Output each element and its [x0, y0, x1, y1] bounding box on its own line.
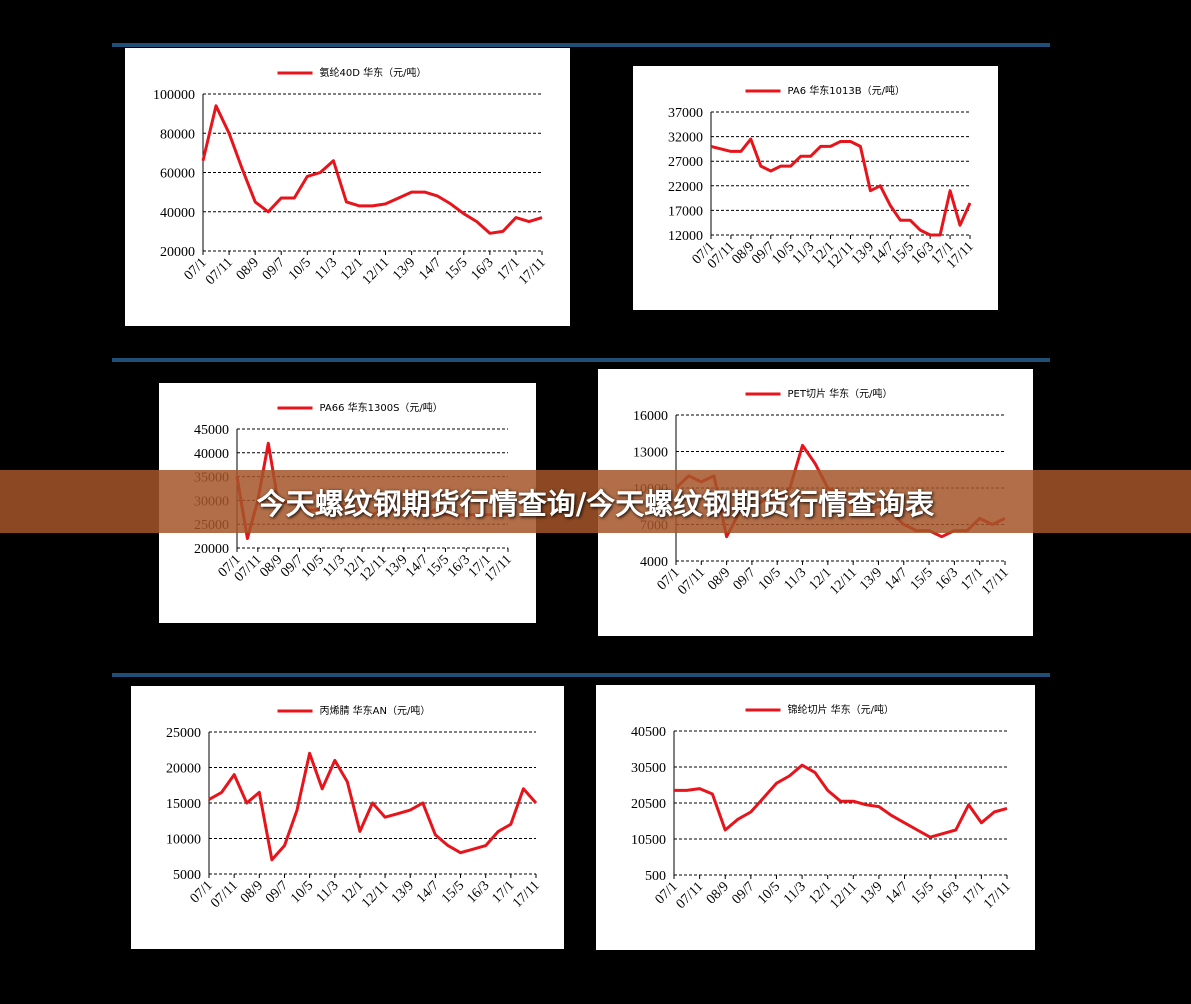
- x-tick-label: 17/11: [979, 565, 1012, 598]
- x-tick-label: 16/3: [933, 565, 961, 593]
- x-tick-label: 14/7: [882, 565, 910, 593]
- y-tick-label: 45000: [194, 423, 229, 438]
- y-tick-label: 100000: [153, 88, 195, 103]
- y-tick-label: 20000: [160, 245, 195, 260]
- chart: 丙烯腈 华东AN（元/吨） 5000 10000 15000 20000 25000 07/…: [166, 704, 543, 911]
- x-tick-label: 15/5: [442, 255, 470, 283]
- x-tick-label: 09/7: [260, 255, 288, 283]
- legend-label: PA66 华东1300S（元/吨）: [320, 401, 443, 414]
- x-tick-label: 11/3: [314, 878, 342, 906]
- y-tick-label: 80000: [160, 127, 195, 142]
- x-tick-label: 13/9: [858, 879, 886, 907]
- x-tick-label: 12/11: [360, 255, 393, 288]
- x-tick-label: 07/11: [674, 879, 707, 912]
- x-tick-label: 09/7: [731, 565, 759, 593]
- x-tick-label: 12/11: [827, 879, 860, 912]
- divider: [112, 358, 1050, 362]
- y-tick-label: 15000: [166, 797, 201, 812]
- x-tick-label: 16/3: [468, 255, 496, 283]
- data-line: [201, 104, 543, 235]
- y-tick-label: 25000: [166, 726, 201, 741]
- x-tick-label: 08/9: [238, 878, 266, 906]
- x-tick-label: 13/9: [857, 565, 885, 593]
- chart-panel: 丙烯腈 华东AN（元/吨） 5000 10000 15000 20000 25000 07/…: [131, 686, 564, 949]
- x-tick-label: 09/7: [263, 878, 291, 906]
- legend-label: PA6 华东1013B（元/吨）: [788, 84, 905, 97]
- x-tick-label: 09/7: [729, 879, 757, 907]
- y-tick-label: 20000: [166, 762, 201, 777]
- x-tick-label: 10/5: [288, 878, 316, 906]
- x-tick-label: 10/5: [756, 565, 784, 593]
- y-tick-label: 60000: [160, 167, 195, 182]
- data-line: [208, 751, 538, 862]
- x-tick-label: 07/11: [208, 878, 241, 911]
- x-tick-label: 12/11: [359, 878, 392, 911]
- y-tick-label: 20500: [631, 797, 666, 812]
- y-tick-label: 10000: [166, 833, 201, 848]
- x-tick-label: 08/9: [705, 565, 733, 593]
- legend-label: 锦纶切片 华东（元/吨）: [788, 703, 895, 716]
- y-tick-label: 10500: [631, 833, 666, 848]
- y-tick-label: 5000: [173, 868, 201, 883]
- divider: [112, 43, 1050, 47]
- y-tick-label: 27000: [668, 155, 703, 170]
- y-tick-label: 12000: [668, 229, 703, 244]
- chart-panel: 锦纶切片 华东（元/吨） 500 10500 20500 30500 40500 07/1 0…: [596, 685, 1035, 950]
- x-tick-label: 15/5: [439, 878, 467, 906]
- x-tick-label: 08/9: [234, 255, 262, 283]
- x-tick-label: 07/11: [675, 565, 708, 598]
- x-tick-label: 16/3: [464, 878, 492, 906]
- y-tick-label: 37000: [668, 106, 703, 121]
- y-tick-label: 40000: [160, 206, 195, 221]
- x-tick-label: 17/11: [981, 879, 1014, 912]
- x-tick-label: 14/7: [883, 879, 911, 907]
- chart: 锦纶切片 华东（元/吨）5001050020500305004050007/10…: [631, 703, 1014, 912]
- x-tick-label: 08/9: [704, 879, 732, 907]
- chart: PA6 华东1013B（元/吨） 12000 17000 22000 27000 3200…: [668, 84, 977, 272]
- x-tick-label: 14/7: [416, 255, 444, 283]
- y-tick-label: 40500: [631, 725, 666, 740]
- x-tick-label: 11/3: [781, 879, 809, 907]
- legend-label: PET切片 华东（元/吨）: [788, 387, 893, 400]
- x-tick-label: 15/5: [908, 565, 936, 593]
- divider: [112, 673, 1050, 677]
- x-tick-label: 13/9: [390, 255, 418, 283]
- x-tick-label: 11/3: [312, 255, 340, 283]
- data-line: [710, 137, 972, 237]
- y-tick-label: 16000: [633, 409, 668, 424]
- legend-label: 氨纶40D 华东（元/吨）: [320, 66, 427, 79]
- x-tick-label: 15/5: [909, 879, 937, 907]
- x-tick-label: 10/5: [286, 255, 314, 283]
- y-tick-label: 20000: [194, 542, 229, 557]
- x-tick-label: 16/3: [934, 879, 962, 907]
- banner-title: 今天螺纹钢期货行情查询/今天螺纹钢期货行情查询表: [256, 486, 935, 521]
- chart: 氨纶40D 华东（元/吨） 20000 40000 60000 80000 100000 0…: [153, 66, 549, 288]
- y-tick-label: 13000: [633, 446, 668, 461]
- chart-panel: 氨纶40D 华东（元/吨） 20000 40000 60000 80000 100000 0…: [125, 48, 570, 326]
- banner: 今天螺纹钢期货行情查询/今天螺纹钢期货行情查询表: [0, 470, 1191, 533]
- x-tick-label: 13/9: [389, 878, 417, 906]
- x-tick-label: 10/5: [755, 879, 783, 907]
- x-tick-label: 12/11: [827, 565, 860, 598]
- y-tick-label: 40000: [194, 447, 229, 462]
- y-tick-label: 30500: [631, 761, 666, 776]
- y-tick-label: 4000: [640, 555, 668, 570]
- legend-label: 丙烯腈 华东AN（元/吨）: [320, 704, 431, 717]
- y-tick-label: 22000: [668, 180, 703, 195]
- chart: PET切片 华东（元/吨）4000700010000130001600007/1…: [633, 387, 1012, 598]
- x-tick-label: 11/3: [782, 565, 810, 593]
- data-line: [674, 763, 1008, 839]
- x-tick-label: 14/7: [414, 878, 442, 906]
- x-tick-label: 17/11: [516, 255, 549, 288]
- y-tick-label: 17000: [668, 204, 703, 219]
- x-tick-label: 07/11: [203, 255, 236, 288]
- y-tick-label: 500: [645, 869, 666, 884]
- chart-panel: PA6 华东1013B（元/吨） 12000 17000 22000 27000 3200…: [633, 66, 998, 310]
- x-tick-label: 17/11: [510, 878, 543, 911]
- y-tick-label: 32000: [668, 131, 703, 146]
